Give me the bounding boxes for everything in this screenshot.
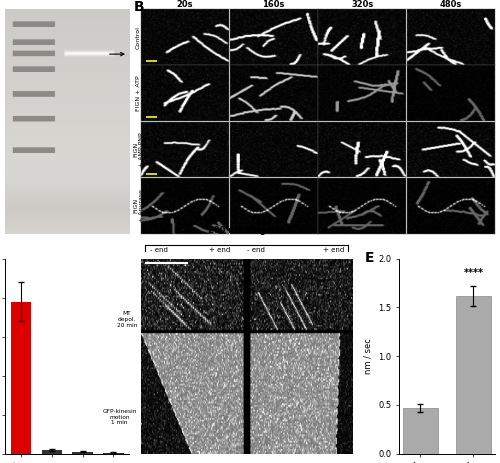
Y-axis label: FIGN + ATP: FIGN + ATP [136,75,141,111]
Text: - end: - end [150,247,168,253]
Title: 480s: 480s [440,0,462,9]
Y-axis label: FIGN
+ AMP-PNP: FIGN + AMP-PNP [133,132,143,167]
Text: + end: + end [208,247,230,253]
Text: E: E [365,251,374,265]
Bar [403,408,438,454]
Bar [104,453,124,454]
Bar [10,301,30,454]
Title: 320s: 320s [352,0,374,9]
Text: ****: **** [464,268,483,278]
Y-axis label: FIGN
+ Apyrase: FIGN + Apyrase [133,189,143,222]
Title: 160s: 160s [262,0,285,9]
Text: MT
depol.
20 min: MT depol. 20 min [116,311,137,328]
Text: 200 nM Fidgetin: 200 nM Fidgetin [208,226,286,235]
Text: GFP-kinesin
motion
1 min: GFP-kinesin motion 1 min [102,409,137,425]
Y-axis label: nm / sec: nm / sec [364,338,372,374]
Text: + end: + end [323,247,344,253]
Y-axis label: Control: Control [136,25,141,49]
Bar [72,452,92,454]
Title: 20s: 20s [177,0,194,9]
Text: B: B [134,0,144,14]
Bar [456,296,490,454]
Text: - end: - end [247,247,265,253]
Bar [42,450,62,454]
